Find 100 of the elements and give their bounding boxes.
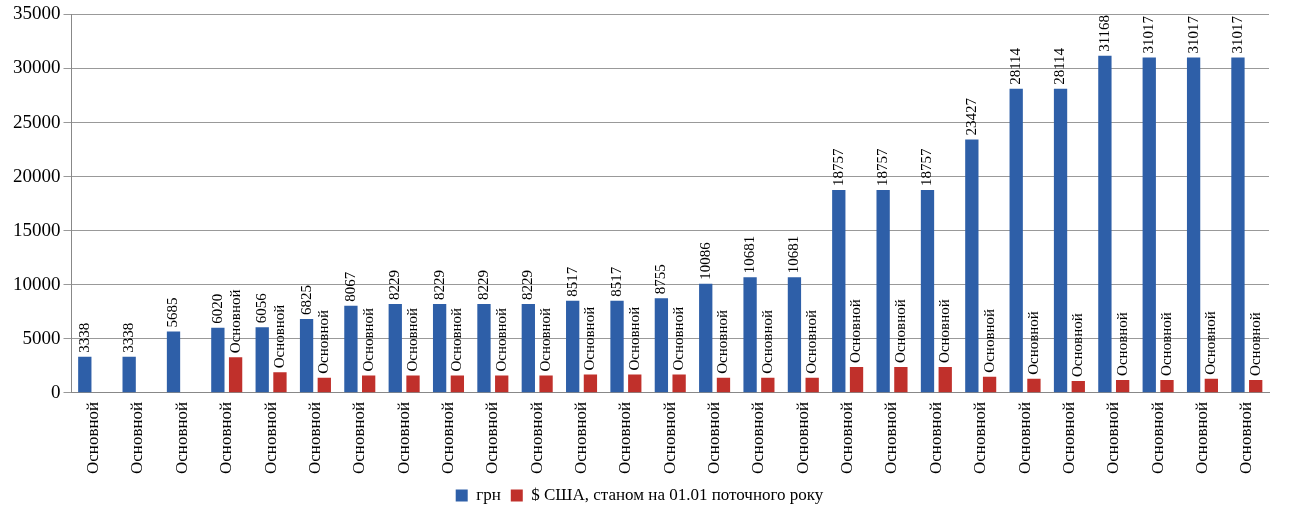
data-label: 28114 — [1051, 47, 1068, 85]
data-label: 8229 — [386, 269, 403, 300]
x-tick-label: Основной — [127, 401, 147, 475]
x-tick-label: Основной — [659, 401, 679, 475]
bar — [1115, 379, 1130, 393]
bar — [743, 277, 757, 393]
bar — [1053, 88, 1068, 393]
data-label: 8517 — [563, 266, 580, 297]
bar — [716, 377, 731, 393]
x-tick-label: Основной — [1103, 401, 1123, 475]
data-label: 31017 — [1184, 15, 1201, 54]
data-label: 8755 — [652, 264, 669, 295]
y-tick-label: 25000 — [13, 110, 61, 132]
bar — [450, 375, 465, 393]
data-label: 10086 — [696, 241, 713, 280]
bar — [832, 190, 846, 393]
legend-label: грн — [476, 484, 501, 504]
x-tick-label: Основной — [83, 401, 103, 475]
x-tick-label: Основной — [304, 401, 324, 475]
bar — [849, 366, 864, 393]
data-label: Основной — [270, 304, 287, 369]
data-label: 31168 — [1095, 14, 1112, 52]
y-tick-label: 10000 — [13, 272, 61, 294]
bar — [920, 190, 935, 393]
bar — [317, 377, 331, 393]
bar — [211, 327, 225, 393]
x-tick-label: Основной — [925, 401, 945, 475]
x-tick-label: Основной — [748, 401, 768, 475]
bar — [255, 327, 269, 393]
data-label: 10681 — [785, 235, 802, 274]
data-label: 3338 — [75, 322, 92, 353]
data-label: 8067 — [341, 271, 358, 302]
data-label: Основной — [803, 310, 820, 374]
y-tick-label: 5000 — [22, 326, 61, 348]
x-tick-label: Основной — [792, 401, 812, 475]
x-tick-label: Основной — [1147, 401, 1167, 475]
bar — [566, 300, 580, 393]
y-tick-label: 20000 — [13, 164, 61, 186]
bar — [362, 375, 376, 393]
x-tick-label: Основной — [349, 401, 369, 475]
bar — [228, 357, 243, 393]
data-label: 6825 — [297, 285, 314, 316]
data-label: 18757 — [829, 148, 846, 187]
bar — [672, 374, 686, 393]
x-tick-label: Основной — [260, 401, 280, 475]
data-label: 23427 — [962, 97, 979, 136]
data-label: Основной — [492, 307, 509, 372]
data-label: Основной — [891, 299, 908, 363]
x-tick-label: Основной — [837, 401, 857, 475]
data-label: Основной — [1246, 312, 1263, 376]
data-label: 8229 — [474, 269, 491, 300]
bar — [787, 277, 802, 393]
bar — [166, 331, 181, 393]
bar — [805, 377, 819, 393]
data-label: Основной — [1113, 312, 1130, 376]
x-tick-label: Основной — [437, 401, 457, 475]
bar — [1142, 57, 1156, 393]
bar — [299, 319, 314, 393]
data-label: Основной — [1069, 313, 1086, 377]
data-label: 8229 — [430, 269, 447, 300]
x-tick-label: Основной — [1058, 401, 1078, 475]
y-tick-label: 15000 — [13, 218, 61, 240]
x-tick-label: Основной — [1236, 401, 1256, 475]
bar — [894, 366, 908, 393]
data-label: 8517 — [607, 266, 624, 297]
bar — [388, 303, 402, 393]
data-label: 10681 — [741, 235, 758, 274]
data-label: 31017 — [1228, 15, 1245, 54]
y-tick-label: 0 — [51, 380, 61, 402]
bar — [432, 303, 447, 393]
bar — [539, 375, 553, 393]
data-label: Основной — [670, 306, 687, 371]
bar — [1009, 88, 1023, 393]
bar — [122, 356, 136, 393]
bar — [495, 375, 509, 393]
data-label: 18757 — [874, 148, 891, 187]
data-label: Основной — [1202, 311, 1219, 375]
data-label: Основной — [537, 307, 553, 372]
bar — [654, 298, 669, 393]
bar — [1249, 379, 1263, 393]
x-tick-label: Основной — [482, 401, 502, 475]
data-label: Основной — [315, 310, 332, 374]
bar — [583, 374, 598, 393]
x-tick-label: Основной — [571, 401, 591, 475]
data-label: Основной — [403, 307, 420, 372]
bar — [344, 305, 358, 393]
x-tick-label: Основной — [393, 401, 413, 475]
x-tick-label: Основной — [970, 401, 990, 475]
data-label: 6020 — [208, 293, 225, 324]
data-label: Основной — [448, 307, 465, 372]
data-label: 8229 — [519, 269, 536, 300]
bar — [1027, 378, 1041, 393]
data-label: 3338 — [120, 322, 137, 353]
y-tick-label: 35000 — [13, 2, 61, 24]
x-tick-label: Основной — [615, 401, 635, 475]
data-label: Основной — [847, 299, 864, 363]
data-label: 31017 — [1140, 15, 1157, 54]
bar — [628, 374, 642, 393]
bar — [78, 356, 92, 393]
data-label: Основной — [714, 310, 731, 374]
